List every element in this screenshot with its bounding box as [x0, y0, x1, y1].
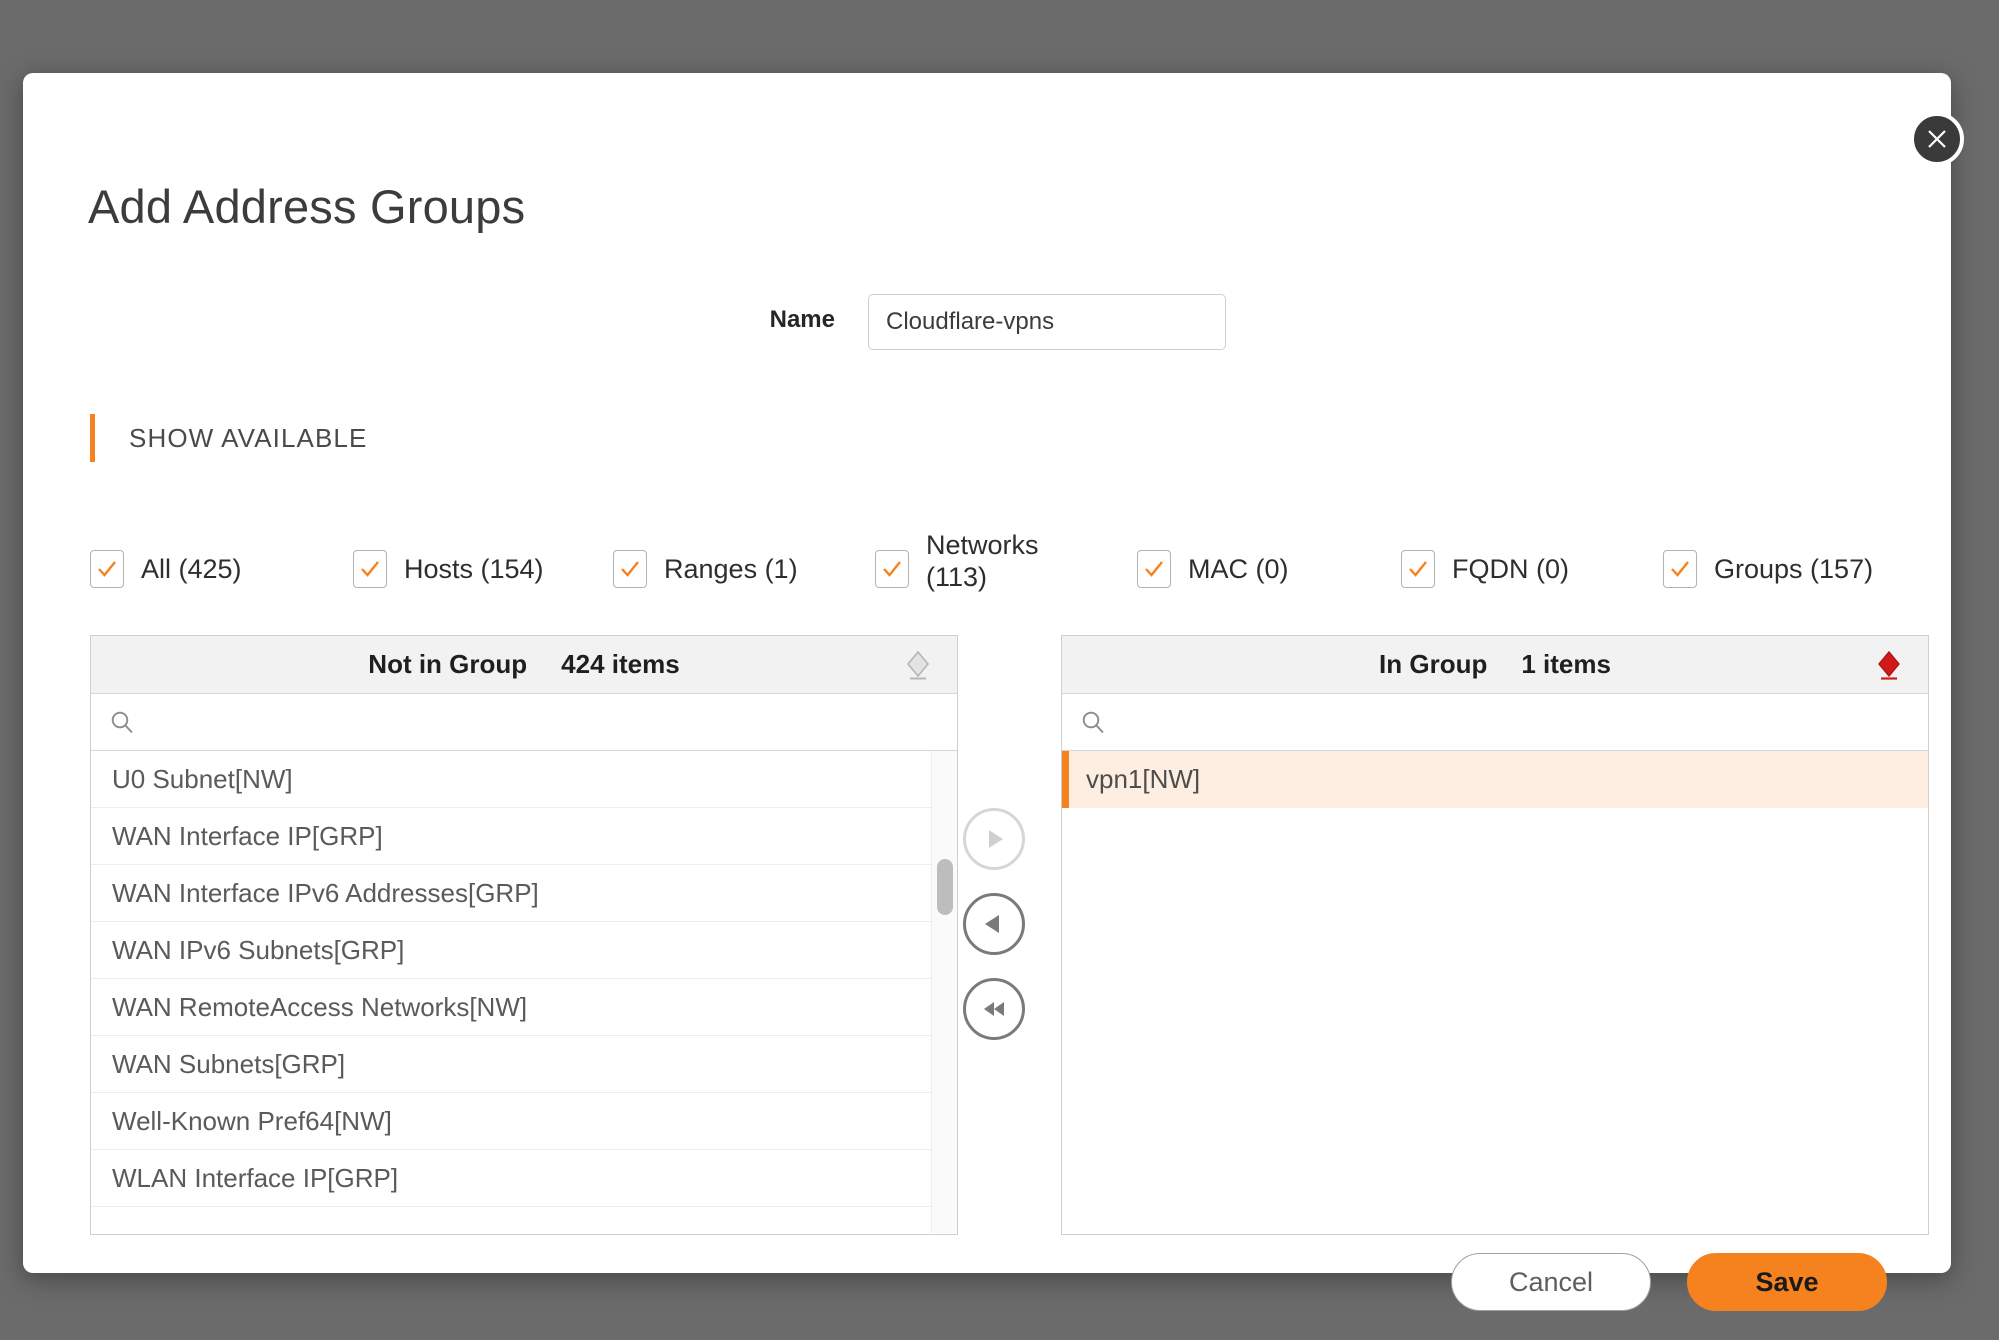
in-group-rows: vpn1[NW]	[1062, 751, 1928, 1233]
list-item[interactable]: vpn1[NW]	[1062, 751, 1928, 808]
list-item[interactable]: WAN RemoteAccess Networks[NW]	[91, 979, 931, 1036]
transfer-button-group	[963, 808, 1033, 1063]
in-group-search-input[interactable]	[1062, 694, 1928, 750]
in-group-list: vpn1[NW]	[1062, 751, 1928, 1233]
filter-ranges-label: Ranges (1)	[664, 553, 798, 584]
eraser-icon-left[interactable]	[901, 648, 935, 682]
search-icon-left	[109, 709, 135, 735]
filter-fqdn[interactable]: FQDN (0)	[1401, 550, 1569, 588]
scrollbar-thumb[interactable]	[937, 859, 953, 915]
filter-hosts-label: Hosts (154)	[404, 553, 544, 584]
filter-networks[interactable]: Networks (113)	[875, 530, 1051, 594]
checkbox-ranges[interactable]	[613, 550, 647, 588]
filter-checkbox-group: All (425) Hosts (154) Ranges (1) Network…	[23, 528, 1951, 608]
in-group-title: In Group	[1379, 649, 1488, 679]
list-item[interactable]: WLAN Interface IP[GRP]	[91, 1150, 931, 1207]
in-group-search[interactable]	[1062, 694, 1928, 751]
page-title: Add Address Groups	[88, 180, 526, 233]
not-in-group-rows: U0 Subnet[NW] WAN Interface IP[GRP] WAN In…	[91, 751, 957, 1233]
checkbox-hosts[interactable]	[353, 550, 387, 588]
list-item[interactable]: WAN Subnets[GRP]	[91, 1036, 931, 1093]
filter-groups[interactable]: Groups (157)	[1663, 550, 1873, 588]
section-accent-bar	[90, 414, 95, 462]
in-group-panel: In Group 1 items vpn1[NW]	[1061, 635, 1929, 1235]
checkbox-all[interactable]	[90, 550, 124, 588]
in-group-header: In Group 1 items	[1062, 636, 1928, 694]
filter-mac[interactable]: MAC (0)	[1137, 550, 1289, 588]
checkbox-fqdn[interactable]	[1401, 550, 1435, 588]
filter-hosts[interactable]: Hosts (154)	[353, 550, 544, 588]
not-in-group-title: Not in Group	[368, 649, 528, 679]
move-all-left-button[interactable]	[963, 978, 1025, 1040]
checkbox-mac[interactable]	[1137, 550, 1171, 588]
filter-all[interactable]: All (425)	[90, 550, 242, 588]
close-button[interactable]	[1910, 112, 1964, 166]
not-in-group-search-input[interactable]	[91, 694, 957, 750]
filter-ranges[interactable]: Ranges (1)	[613, 550, 798, 588]
filter-groups-label: Groups (157)	[1714, 553, 1874, 584]
show-available-section: SHOW AVAILABLE	[90, 413, 367, 463]
save-button[interactable]: Save	[1687, 1253, 1887, 1311]
list-item[interactable]: WAN IPv6 Subnets[GRP]	[91, 922, 931, 979]
list-item[interactable]: WAN Interface IPv6 Addresses[GRP]	[91, 865, 931, 922]
list-item[interactable]: Well-Known Pref64[NW]	[91, 1093, 931, 1150]
not-in-group-search[interactable]	[91, 694, 957, 751]
not-in-group-panel: Not in Group 424 items U0 Subnet[NW] WAN …	[90, 635, 958, 1235]
filter-networks-label: Networks (113)	[926, 530, 1039, 592]
search-icon-right	[1080, 709, 1106, 735]
filter-mac-label: MAC (0)	[1188, 553, 1289, 584]
filter-fqdn-label: FQDN (0)	[1452, 553, 1569, 584]
close-icon	[1928, 130, 1946, 148]
move-left-button[interactable]	[963, 893, 1025, 955]
in-group-count: 1 items	[1521, 649, 1611, 679]
dialog-footer: Cancel Save	[23, 1253, 1951, 1323]
not-in-group-header: Not in Group 424 items	[91, 636, 957, 694]
play-right-icon	[989, 830, 1003, 848]
not-in-group-count: 424 items	[561, 649, 680, 679]
name-input[interactable]	[868, 294, 1226, 350]
filter-all-label: All (425)	[141, 553, 242, 584]
play-left-icon	[985, 915, 999, 933]
checkbox-groups[interactable]	[1663, 550, 1697, 588]
checkbox-networks[interactable]	[875, 550, 909, 588]
not-in-group-scrollbar[interactable]	[931, 751, 957, 1233]
name-label: Name	[769, 306, 835, 333]
list-item[interactable]: U0 Subnet[NW]	[91, 751, 931, 808]
eraser-icon-right[interactable]	[1872, 648, 1906, 682]
not-in-group-list: U0 Subnet[NW] WAN Interface IP[GRP] WAN In…	[91, 751, 957, 1233]
name-row: Name	[23, 294, 1951, 352]
rewind-left-icon	[984, 1002, 1004, 1016]
add-address-groups-dialog: Add Address Groups Name SHOW AVAILABLE A…	[23, 73, 1951, 1311]
list-item[interactable]: WAN Interface IP[GRP]	[91, 808, 931, 865]
cancel-button[interactable]: Cancel	[1451, 1253, 1651, 1311]
move-right-button[interactable]	[963, 808, 1025, 870]
section-title: SHOW AVAILABLE	[129, 422, 368, 453]
